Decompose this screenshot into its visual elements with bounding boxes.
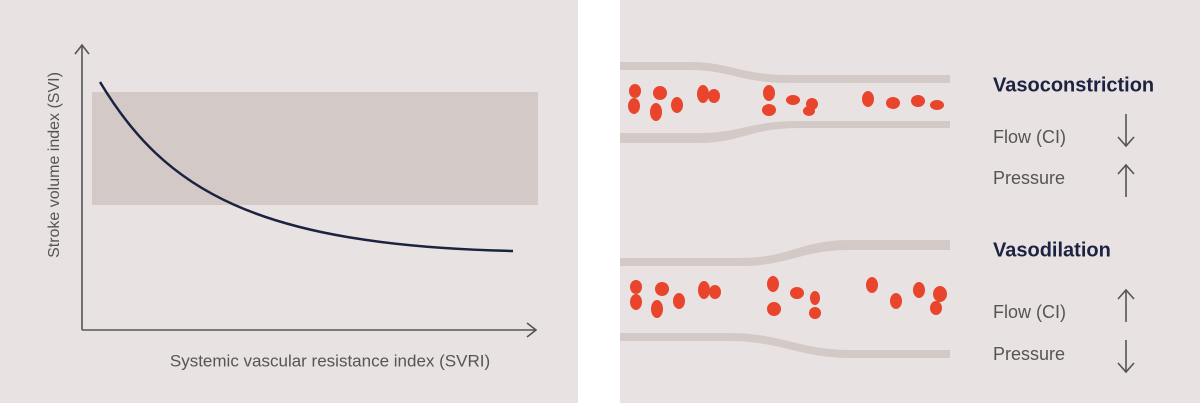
section-title: Vasoconstriction <box>993 74 1154 96</box>
target-band <box>92 92 538 205</box>
vessel-constricted <box>620 62 950 143</box>
x-axis-label: Systemic vascular resistance index (SVRI… <box>170 351 490 370</box>
right-panel <box>620 0 1200 403</box>
axes <box>74 43 538 338</box>
section-title: Vasodilation <box>993 239 1111 261</box>
y-axis-label: Stroke volume index (SVI) <box>46 72 63 258</box>
row-label: Pressure <box>993 344 1065 364</box>
vessel-dilated <box>620 240 950 358</box>
curve <box>98 81 514 253</box>
arrows <box>1117 114 1135 374</box>
row-label: Pressure <box>993 168 1065 188</box>
row-label: Flow (CI) <box>993 127 1066 147</box>
row-label: Flow (CI) <box>993 302 1066 322</box>
